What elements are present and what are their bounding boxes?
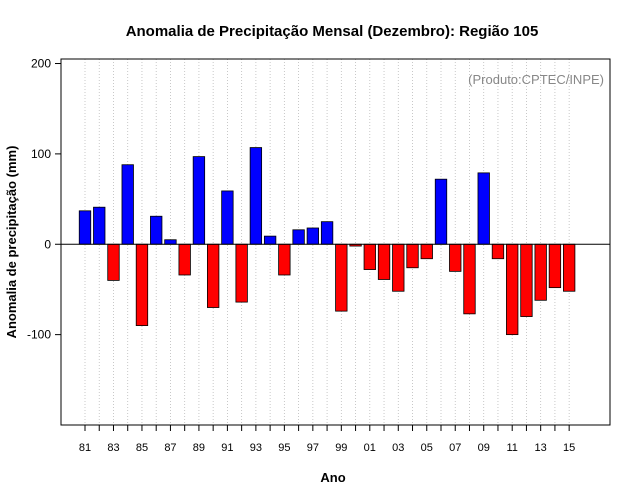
bar-12 <box>520 243 533 317</box>
x-tick-label: 09 <box>478 442 490 454</box>
x-tick-label: 91 <box>221 442 233 454</box>
bar-82 <box>93 206 106 245</box>
bar-10 <box>491 243 505 260</box>
bar-09 <box>477 172 490 245</box>
x-tick-label: 03 <box>392 442 404 454</box>
x-tick-label: 89 <box>193 442 205 454</box>
bar-13 <box>534 243 547 301</box>
bar-14 <box>548 243 562 289</box>
bar-93 <box>249 147 263 245</box>
bar-05 <box>420 243 433 260</box>
x-tick-label: 07 <box>449 442 461 454</box>
x-axis: 81 83 85 87 89 91 93 95 97 99 01 03 05 07 09 11 13 15 <box>79 425 575 454</box>
bar-84 <box>121 164 134 245</box>
bar-83 <box>107 243 120 281</box>
x-axis-label: Ano <box>320 470 345 485</box>
bar-04 <box>406 243 419 269</box>
bar-81 <box>78 210 92 245</box>
y-tick-label: -100 <box>27 328 51 342</box>
bar-86 <box>150 215 163 245</box>
x-tick-label: 15 <box>563 442 575 454</box>
x-tick-label: 11 <box>506 442 517 454</box>
bar-02 <box>377 243 391 280</box>
x-tick-label: 87 <box>164 442 176 454</box>
bar-97 <box>306 227 319 245</box>
bar-01 <box>363 243 376 270</box>
product-credit: (Produto:CPTEC/INPE) <box>468 72 604 87</box>
bar-89 <box>192 156 206 245</box>
bar-94 <box>263 235 277 245</box>
x-tick-label: 81 <box>79 442 91 454</box>
bar-15 <box>563 243 576 292</box>
y-tick-label: 100 <box>31 147 51 161</box>
bar-series <box>78 147 576 336</box>
bar-96 <box>292 229 305 245</box>
x-tick-label: 05 <box>421 442 433 454</box>
x-tick-label: 93 <box>250 442 262 454</box>
x-tick-label: 99 <box>335 442 347 454</box>
bar-98 <box>320 221 334 245</box>
y-axis: -100 0 100 200 <box>27 57 61 342</box>
y-tick-label: 0 <box>44 237 51 251</box>
x-tick-label: 13 <box>535 442 547 454</box>
bar-90 <box>207 243 220 308</box>
bar-06 <box>434 178 448 245</box>
bar-92 <box>235 243 248 303</box>
bar-11 <box>506 243 519 336</box>
plot-frame <box>60 58 611 426</box>
x-tick-label: 85 <box>136 442 148 454</box>
x-tick-label: 97 <box>307 442 319 454</box>
bar-99 <box>335 243 348 312</box>
bar-87 <box>164 239 177 245</box>
bar-88 <box>178 243 191 276</box>
bar-95 <box>278 243 291 276</box>
x-tick-label: 95 <box>278 442 290 454</box>
x-tick-label: 83 <box>107 442 119 454</box>
chart-title: Anomalia de Precipitação Mensal (Dezembr… <box>126 23 539 40</box>
bar-91 <box>221 190 234 245</box>
y-axis-label: Anomalia de precipitação (mm) <box>4 146 19 339</box>
bar-08 <box>463 243 476 315</box>
x-tick-label: 01 <box>364 442 376 454</box>
bar-03 <box>392 243 405 292</box>
bar-85 <box>135 243 149 326</box>
y-tick-label: 200 <box>31 57 51 71</box>
bar-07 <box>449 243 462 272</box>
